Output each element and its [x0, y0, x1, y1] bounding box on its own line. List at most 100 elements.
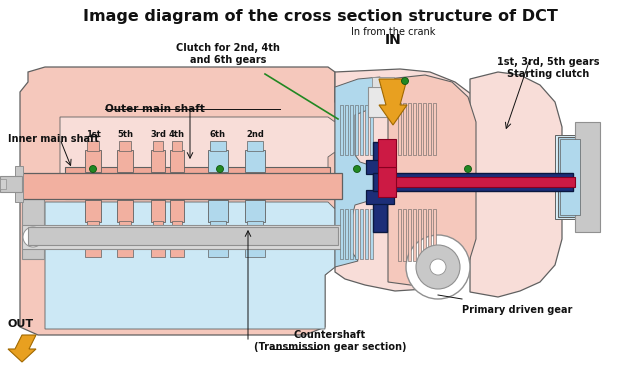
Bar — [428, 103, 431, 155]
Bar — [413, 209, 416, 261]
Text: 5th: 5th — [117, 130, 133, 139]
Circle shape — [216, 166, 223, 173]
Bar — [119, 141, 131, 151]
Bar — [372, 77, 394, 87]
Bar — [151, 241, 165, 257]
Text: IN: IN — [385, 33, 401, 47]
Bar — [428, 209, 431, 261]
Bar — [151, 150, 165, 172]
Bar — [247, 221, 263, 239]
Bar — [558, 137, 583, 217]
Bar — [350, 209, 353, 259]
Text: Clutch for 2nd, 4th
and 6th gears: Clutch for 2nd, 4th and 6th gears — [176, 43, 280, 65]
Bar — [170, 241, 184, 257]
Bar — [119, 221, 131, 239]
Bar — [378, 139, 396, 167]
Bar — [560, 139, 580, 215]
Bar — [433, 103, 436, 155]
Text: In from the crank: In from the crank — [351, 27, 435, 37]
Bar — [210, 221, 226, 239]
Text: 1st: 1st — [86, 130, 100, 139]
Bar — [153, 221, 163, 239]
Bar — [85, 241, 101, 257]
Text: 1st, 3rd, 5th gears
Starting clutch: 1st, 3rd, 5th gears Starting clutch — [497, 57, 599, 79]
Bar — [85, 200, 101, 222]
Bar — [575, 122, 600, 232]
Polygon shape — [45, 202, 335, 329]
Bar — [408, 103, 411, 155]
Circle shape — [416, 245, 460, 289]
Bar — [0, 176, 22, 192]
Bar — [340, 209, 343, 259]
Polygon shape — [8, 335, 36, 362]
Bar — [170, 150, 184, 172]
Text: OUT: OUT — [8, 319, 34, 329]
Bar — [245, 241, 265, 257]
Bar — [403, 103, 406, 155]
Text: 3rd: 3rd — [150, 130, 166, 139]
Bar — [398, 209, 401, 261]
Bar — [117, 241, 133, 257]
Bar — [245, 200, 265, 222]
Bar — [366, 190, 394, 204]
Bar — [345, 105, 348, 155]
Bar — [172, 221, 182, 239]
Bar — [22, 173, 342, 199]
Bar — [151, 200, 165, 222]
Bar — [370, 105, 373, 155]
Bar — [355, 105, 358, 155]
Polygon shape — [60, 117, 335, 195]
Bar — [555, 135, 585, 219]
Bar — [208, 150, 228, 172]
Bar — [408, 209, 411, 261]
Polygon shape — [379, 79, 407, 125]
Bar — [423, 209, 426, 261]
Text: 4th: 4th — [169, 130, 185, 139]
Bar — [433, 209, 436, 261]
Bar — [345, 209, 348, 259]
Bar — [360, 209, 363, 259]
Text: Image diagram of the cross section structure of DCT: Image diagram of the cross section struc… — [83, 9, 557, 24]
Bar — [87, 221, 99, 239]
Text: Outer main shaft: Outer main shaft — [105, 104, 205, 114]
Bar — [373, 173, 573, 191]
Bar — [208, 200, 228, 222]
Bar — [418, 103, 421, 155]
Bar — [423, 103, 426, 155]
Text: 6th: 6th — [210, 130, 226, 139]
Circle shape — [23, 227, 43, 247]
Bar — [153, 141, 163, 151]
Bar — [418, 209, 421, 261]
Bar — [15, 166, 23, 202]
Bar — [360, 105, 363, 155]
Text: Inner main shaft: Inner main shaft — [8, 134, 99, 144]
Bar — [380, 177, 575, 187]
Polygon shape — [20, 67, 345, 335]
Bar — [117, 200, 133, 222]
Polygon shape — [470, 72, 562, 297]
Polygon shape — [388, 75, 476, 287]
Circle shape — [430, 259, 446, 275]
Bar — [245, 150, 265, 172]
Bar — [172, 141, 182, 151]
Bar — [87, 141, 99, 151]
Bar — [373, 142, 387, 232]
Circle shape — [406, 235, 470, 299]
Bar — [413, 103, 416, 155]
Circle shape — [465, 166, 472, 173]
Bar — [65, 167, 330, 199]
Bar — [210, 141, 226, 151]
Bar — [403, 209, 406, 261]
Bar — [85, 150, 101, 172]
Bar — [355, 209, 358, 259]
Bar — [350, 105, 353, 155]
Bar — [368, 87, 398, 117]
Circle shape — [90, 166, 97, 173]
Bar — [365, 209, 368, 259]
Bar — [22, 197, 44, 259]
Circle shape — [401, 77, 408, 84]
Bar — [247, 141, 263, 151]
Bar — [398, 103, 401, 155]
Bar — [170, 200, 184, 222]
Bar — [208, 241, 228, 257]
